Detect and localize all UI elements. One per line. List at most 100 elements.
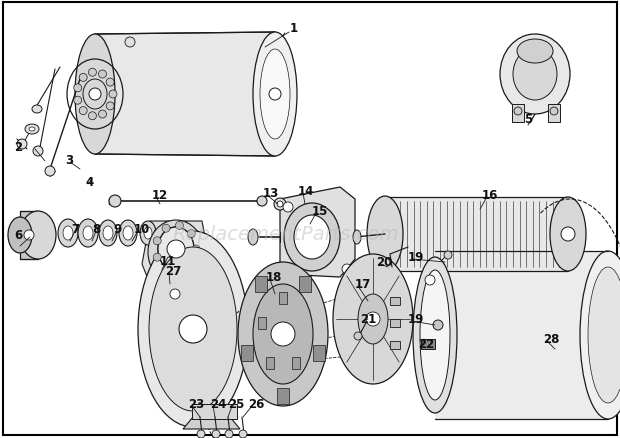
Bar <box>390 297 400 305</box>
Ellipse shape <box>175 222 184 230</box>
Ellipse shape <box>125 38 135 48</box>
Text: 5: 5 <box>524 113 532 126</box>
Ellipse shape <box>342 265 352 274</box>
Ellipse shape <box>78 219 98 247</box>
Ellipse shape <box>354 332 362 340</box>
Ellipse shape <box>425 276 435 285</box>
Text: 19: 19 <box>408 251 424 264</box>
Ellipse shape <box>274 198 286 211</box>
Ellipse shape <box>89 69 97 77</box>
Ellipse shape <box>153 237 161 245</box>
Text: 27: 27 <box>165 265 181 278</box>
Ellipse shape <box>513 49 557 101</box>
Ellipse shape <box>148 220 204 284</box>
Ellipse shape <box>158 227 194 272</box>
Ellipse shape <box>277 201 283 208</box>
Ellipse shape <box>158 227 194 272</box>
Text: 15: 15 <box>312 205 329 218</box>
Ellipse shape <box>253 284 313 384</box>
Ellipse shape <box>175 269 184 277</box>
Ellipse shape <box>212 430 220 438</box>
Ellipse shape <box>358 294 388 344</box>
Bar <box>299 276 311 292</box>
Bar <box>20 212 38 259</box>
Ellipse shape <box>500 35 570 115</box>
Ellipse shape <box>17 140 27 150</box>
Text: 11: 11 <box>160 255 176 268</box>
Bar <box>548 105 560 123</box>
Polygon shape <box>142 222 210 284</box>
Bar <box>279 292 287 304</box>
Ellipse shape <box>225 430 233 438</box>
Ellipse shape <box>58 219 78 247</box>
Polygon shape <box>280 187 355 277</box>
Ellipse shape <box>106 102 114 111</box>
Ellipse shape <box>149 247 237 411</box>
Ellipse shape <box>99 111 107 119</box>
Ellipse shape <box>239 430 247 438</box>
Ellipse shape <box>294 215 330 259</box>
Ellipse shape <box>140 222 156 245</box>
Text: ReplacementParts.com: ReplacementParts.com <box>172 225 399 244</box>
Bar <box>266 357 274 369</box>
Ellipse shape <box>179 315 207 343</box>
Ellipse shape <box>25 125 39 135</box>
Text: 25: 25 <box>228 398 244 410</box>
Text: 12: 12 <box>152 189 168 202</box>
Text: 2: 2 <box>14 141 22 154</box>
Bar <box>277 388 289 404</box>
Ellipse shape <box>413 258 457 413</box>
Ellipse shape <box>257 197 267 207</box>
Text: 28: 28 <box>543 333 559 346</box>
Bar <box>512 105 524 123</box>
Text: 8: 8 <box>92 223 100 236</box>
Ellipse shape <box>99 71 107 79</box>
Ellipse shape <box>99 220 117 247</box>
Bar <box>385 198 568 272</box>
Ellipse shape <box>29 128 35 132</box>
Ellipse shape <box>253 33 297 157</box>
Polygon shape <box>95 33 275 157</box>
Polygon shape <box>154 261 162 268</box>
Ellipse shape <box>248 230 258 245</box>
Text: 1: 1 <box>290 21 298 35</box>
Ellipse shape <box>89 89 101 101</box>
Text: 24: 24 <box>210 398 226 410</box>
Ellipse shape <box>420 270 450 400</box>
Ellipse shape <box>109 91 117 99</box>
Ellipse shape <box>109 195 121 208</box>
Ellipse shape <box>32 106 42 114</box>
Ellipse shape <box>63 226 73 240</box>
Ellipse shape <box>238 262 328 406</box>
Ellipse shape <box>74 85 82 92</box>
Polygon shape <box>179 271 187 277</box>
Ellipse shape <box>75 35 115 155</box>
Ellipse shape <box>433 320 443 330</box>
Text: 3: 3 <box>65 154 73 167</box>
Ellipse shape <box>83 80 107 110</box>
Polygon shape <box>183 417 240 429</box>
Ellipse shape <box>24 230 34 240</box>
Ellipse shape <box>260 50 290 140</box>
Text: 6: 6 <box>14 229 22 242</box>
Ellipse shape <box>333 254 413 384</box>
Ellipse shape <box>33 147 43 157</box>
Bar <box>421 339 435 349</box>
Bar <box>435 251 608 419</box>
Ellipse shape <box>284 204 340 272</box>
Ellipse shape <box>162 225 170 233</box>
Polygon shape <box>165 222 173 228</box>
Bar <box>241 346 253 361</box>
Ellipse shape <box>8 218 32 254</box>
Text: 10: 10 <box>134 223 150 236</box>
Ellipse shape <box>20 212 56 259</box>
Ellipse shape <box>269 89 281 101</box>
Polygon shape <box>190 231 198 237</box>
Bar <box>192 404 237 419</box>
Bar <box>258 317 266 329</box>
Ellipse shape <box>588 267 620 403</box>
Text: 19: 19 <box>408 313 424 326</box>
Text: 17: 17 <box>355 278 371 291</box>
Ellipse shape <box>514 108 522 116</box>
Ellipse shape <box>79 107 87 115</box>
